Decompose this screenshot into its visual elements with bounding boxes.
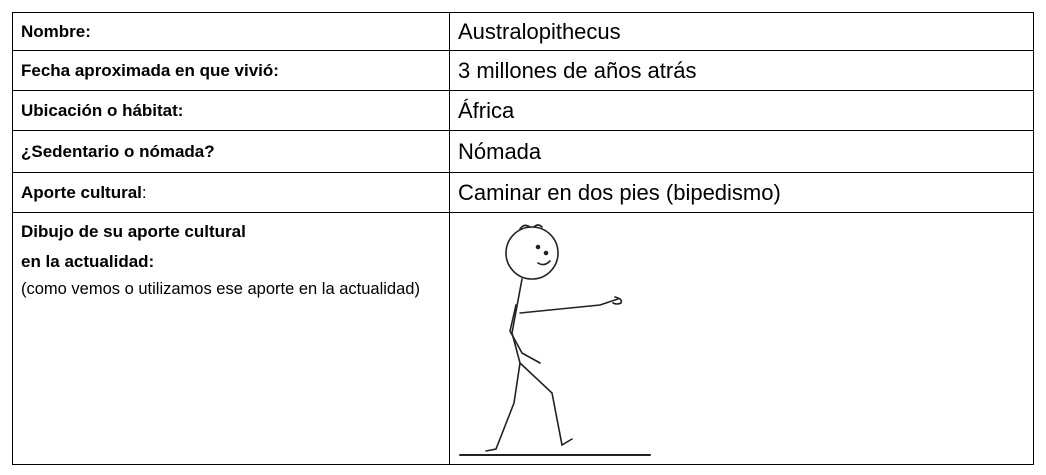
label-cell: Dibujo de su aporte cultural en la actua… bbox=[12, 212, 450, 465]
note: (como vemos o utilizamos ese aporte en l… bbox=[21, 280, 420, 298]
value-cell: Australopithecus bbox=[449, 12, 1034, 51]
value-cell: 3 millones de años atrás bbox=[449, 50, 1034, 91]
stick-figure bbox=[459, 224, 651, 456]
figure bbox=[459, 224, 651, 456]
label: ¿Sedentario o nómada? bbox=[21, 141, 215, 161]
label: Fecha aproximada en que vivió: bbox=[21, 60, 279, 80]
value: África bbox=[458, 97, 515, 123]
label: Ubicación o hábitat: bbox=[21, 100, 184, 120]
label: Aporte cultural bbox=[21, 182, 142, 202]
value-cell: África bbox=[449, 90, 1034, 131]
label-cell: Fecha aproximada en que vivió: bbox=[12, 50, 450, 91]
label: Nombre: bbox=[21, 21, 91, 41]
value-cell: Caminar en dos pies (bipedismo) bbox=[449, 172, 1034, 213]
label-cell: Nombre: bbox=[12, 12, 450, 51]
label-cell: Ubicación o hábitat: bbox=[12, 90, 450, 131]
label-cell: ¿Sedentario o nómada? bbox=[12, 130, 450, 173]
label-suffix: : bbox=[141, 182, 147, 202]
value: Caminar en dos pies (bipedismo) bbox=[458, 179, 781, 205]
row: Fecha aproximada en que vivió: 3 millone… bbox=[12, 50, 1034, 91]
value: 3 millones de años atrás bbox=[458, 57, 697, 83]
info-table: Nombre: Australopithecus Fecha aproximad… bbox=[12, 12, 1034, 465]
row: Nombre: Australopithecus bbox=[12, 12, 1034, 51]
value: Nómada bbox=[458, 138, 542, 164]
label-cell: Aporte cultural: bbox=[12, 172, 450, 213]
label-line: en la actualidad: bbox=[21, 252, 155, 271]
row: Ubicación o hábitat: África bbox=[12, 90, 1034, 131]
label-line: Dibujo de su aporte cultural bbox=[21, 222, 246, 241]
row: ¿Sedentario o nómada? Nómada bbox=[12, 130, 1034, 173]
value: Australopithecus bbox=[458, 18, 621, 44]
value-cell: Nómada bbox=[449, 130, 1034, 173]
row: Dibujo de su aporte cultural en la actua… bbox=[12, 212, 1034, 465]
drawing-cell bbox=[449, 212, 1034, 465]
row: Aporte cultural: Caminar en dos pies (bi… bbox=[12, 172, 1034, 213]
